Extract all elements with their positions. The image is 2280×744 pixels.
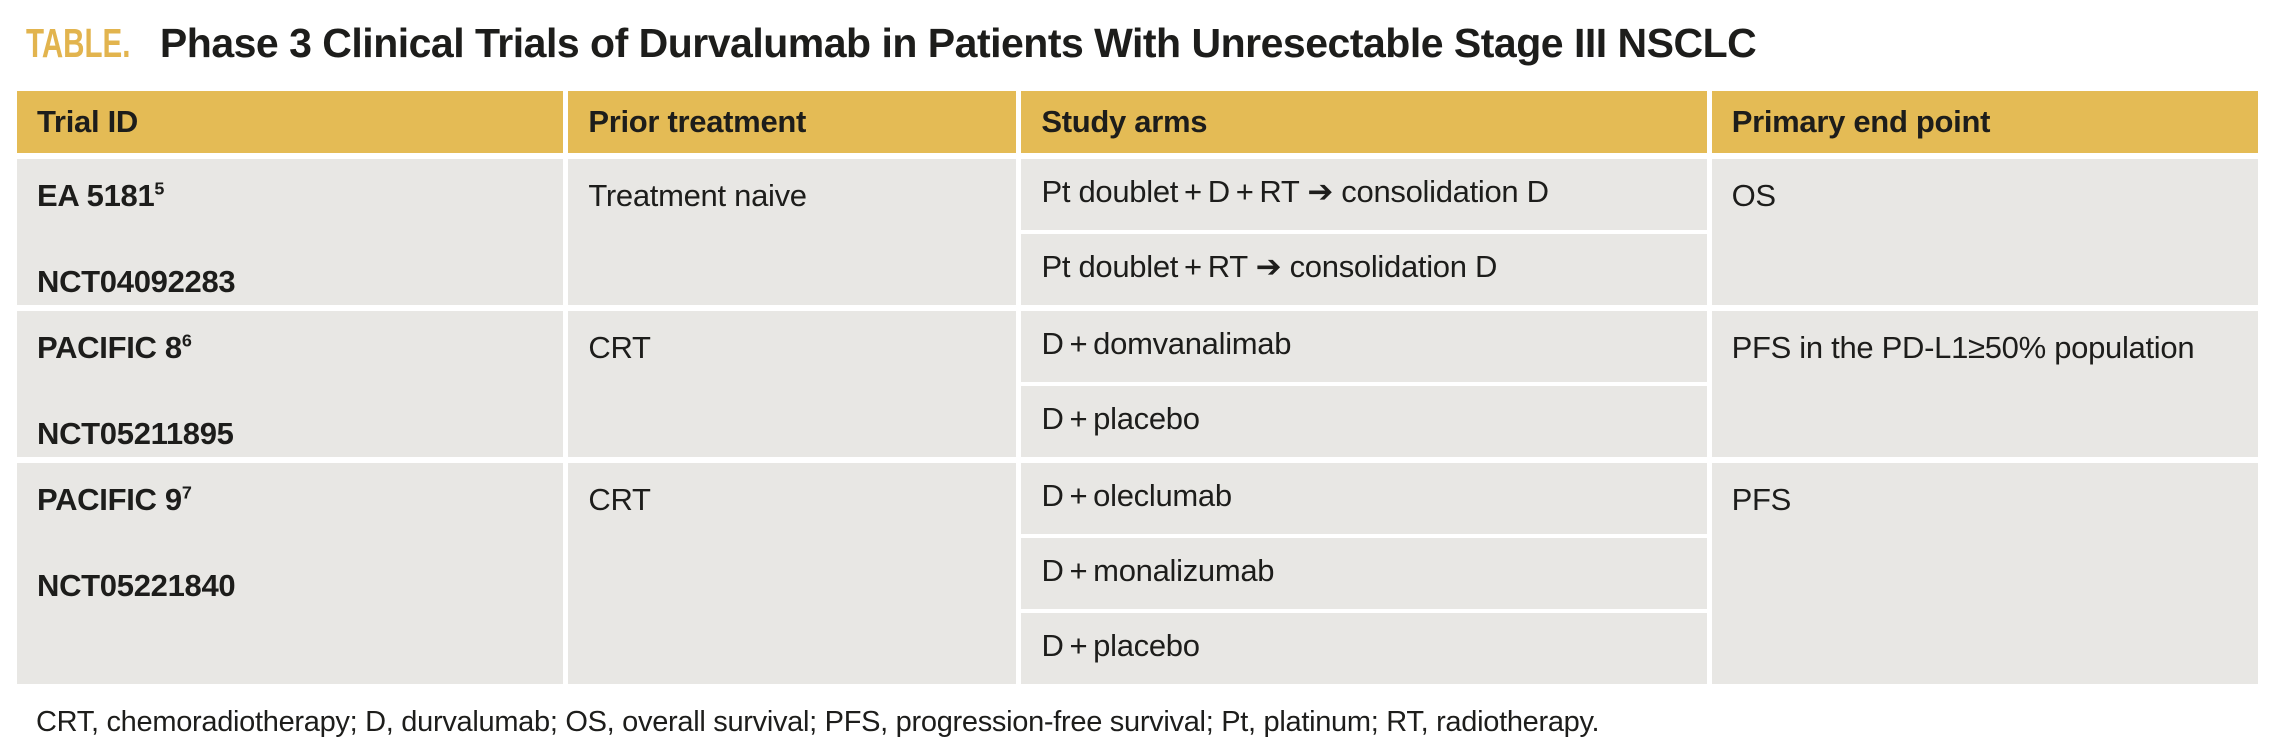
table-row: EA 51815 NCT04092283 Treatment naive Pt …	[17, 159, 2258, 305]
reference-superscript: 7	[181, 482, 192, 503]
study-arms-cell: D + oleclumab D + monalizumab D + placeb…	[1021, 463, 1707, 684]
nct-number: NCT04092283	[37, 264, 236, 300]
trial-name: PACIFIC 86	[37, 330, 192, 365]
trial-id-cell: PACIFIC 86 NCT05211895	[17, 311, 564, 457]
trial-name: PACIFIC 97	[37, 482, 192, 517]
prior-treatment-cell: Treatment naive	[568, 159, 1017, 305]
table-header-row: Trial ID Prior treatment Study arms Prim…	[17, 91, 2259, 153]
primary-end-point-cell: OS	[1711, 159, 2258, 305]
primary-end-point-cell: PFS	[1711, 463, 2258, 684]
column-header-study-arms: Study arms	[1021, 91, 1707, 153]
trial-id-cell: PACIFIC 97 NCT05221840	[17, 463, 564, 684]
trial-name: EA 51815	[37, 178, 165, 213]
column-header-prior-treatment: Prior treatment	[568, 91, 1017, 153]
study-arm-item: D + monalizumab	[1021, 538, 1707, 609]
table-row: PACIFIC 97 NCT05221840 CRT D + oleclumab…	[17, 463, 2258, 684]
abbreviations-footnote: CRT, chemoradiotherapy; D, durvalumab; O…	[36, 706, 1600, 738]
table-row: PACIFIC 86 NCT05211895 CRT D + domvanali…	[17, 311, 2258, 457]
prior-treatment-cell: CRT	[568, 311, 1017, 457]
clinical-trials-table: Trial ID Prior treatment Study arms Prim…	[17, 91, 2259, 684]
study-arm-item: Pt doublet + RT ➔ consolidation D	[1021, 234, 1707, 305]
study-arm-item: Pt doublet + D + RT ➔ consolidation D	[1021, 159, 1707, 230]
reference-superscript: 5	[154, 178, 165, 199]
study-arm-item: D + placebo	[1021, 613, 1707, 684]
primary-end-point-cell: PFS in the PD-L1≥50% population	[1711, 311, 2258, 457]
table-label: TABLE.	[26, 20, 131, 66]
study-arm-item: D + placebo	[1021, 386, 1707, 457]
figure-title: TABLE. Phase 3 Clinical Trials of Durval…	[26, 20, 2280, 67]
study-arm-item: D + oleclumab	[1021, 463, 1707, 534]
column-header-trial-id: Trial ID	[17, 91, 564, 153]
study-arms-cell: D + domvanalimab D + placebo	[1021, 311, 1707, 457]
nct-number: NCT05221840	[37, 568, 236, 604]
study-arm-item: D + domvanalimab	[1021, 311, 1707, 382]
study-arms-cell: Pt doublet + D + RT ➔ consolidation D Pt…	[1021, 159, 1707, 305]
nct-number: NCT05211895	[37, 416, 234, 452]
prior-treatment-cell: CRT	[568, 463, 1017, 684]
table-title-text: Phase 3 Clinical Trials of Durvalumab in…	[159, 20, 1757, 66]
trial-id-cell: EA 51815 NCT04092283	[17, 159, 564, 305]
column-header-primary-end-point: Primary end point	[1711, 91, 2259, 153]
reference-superscript: 6	[181, 330, 192, 351]
